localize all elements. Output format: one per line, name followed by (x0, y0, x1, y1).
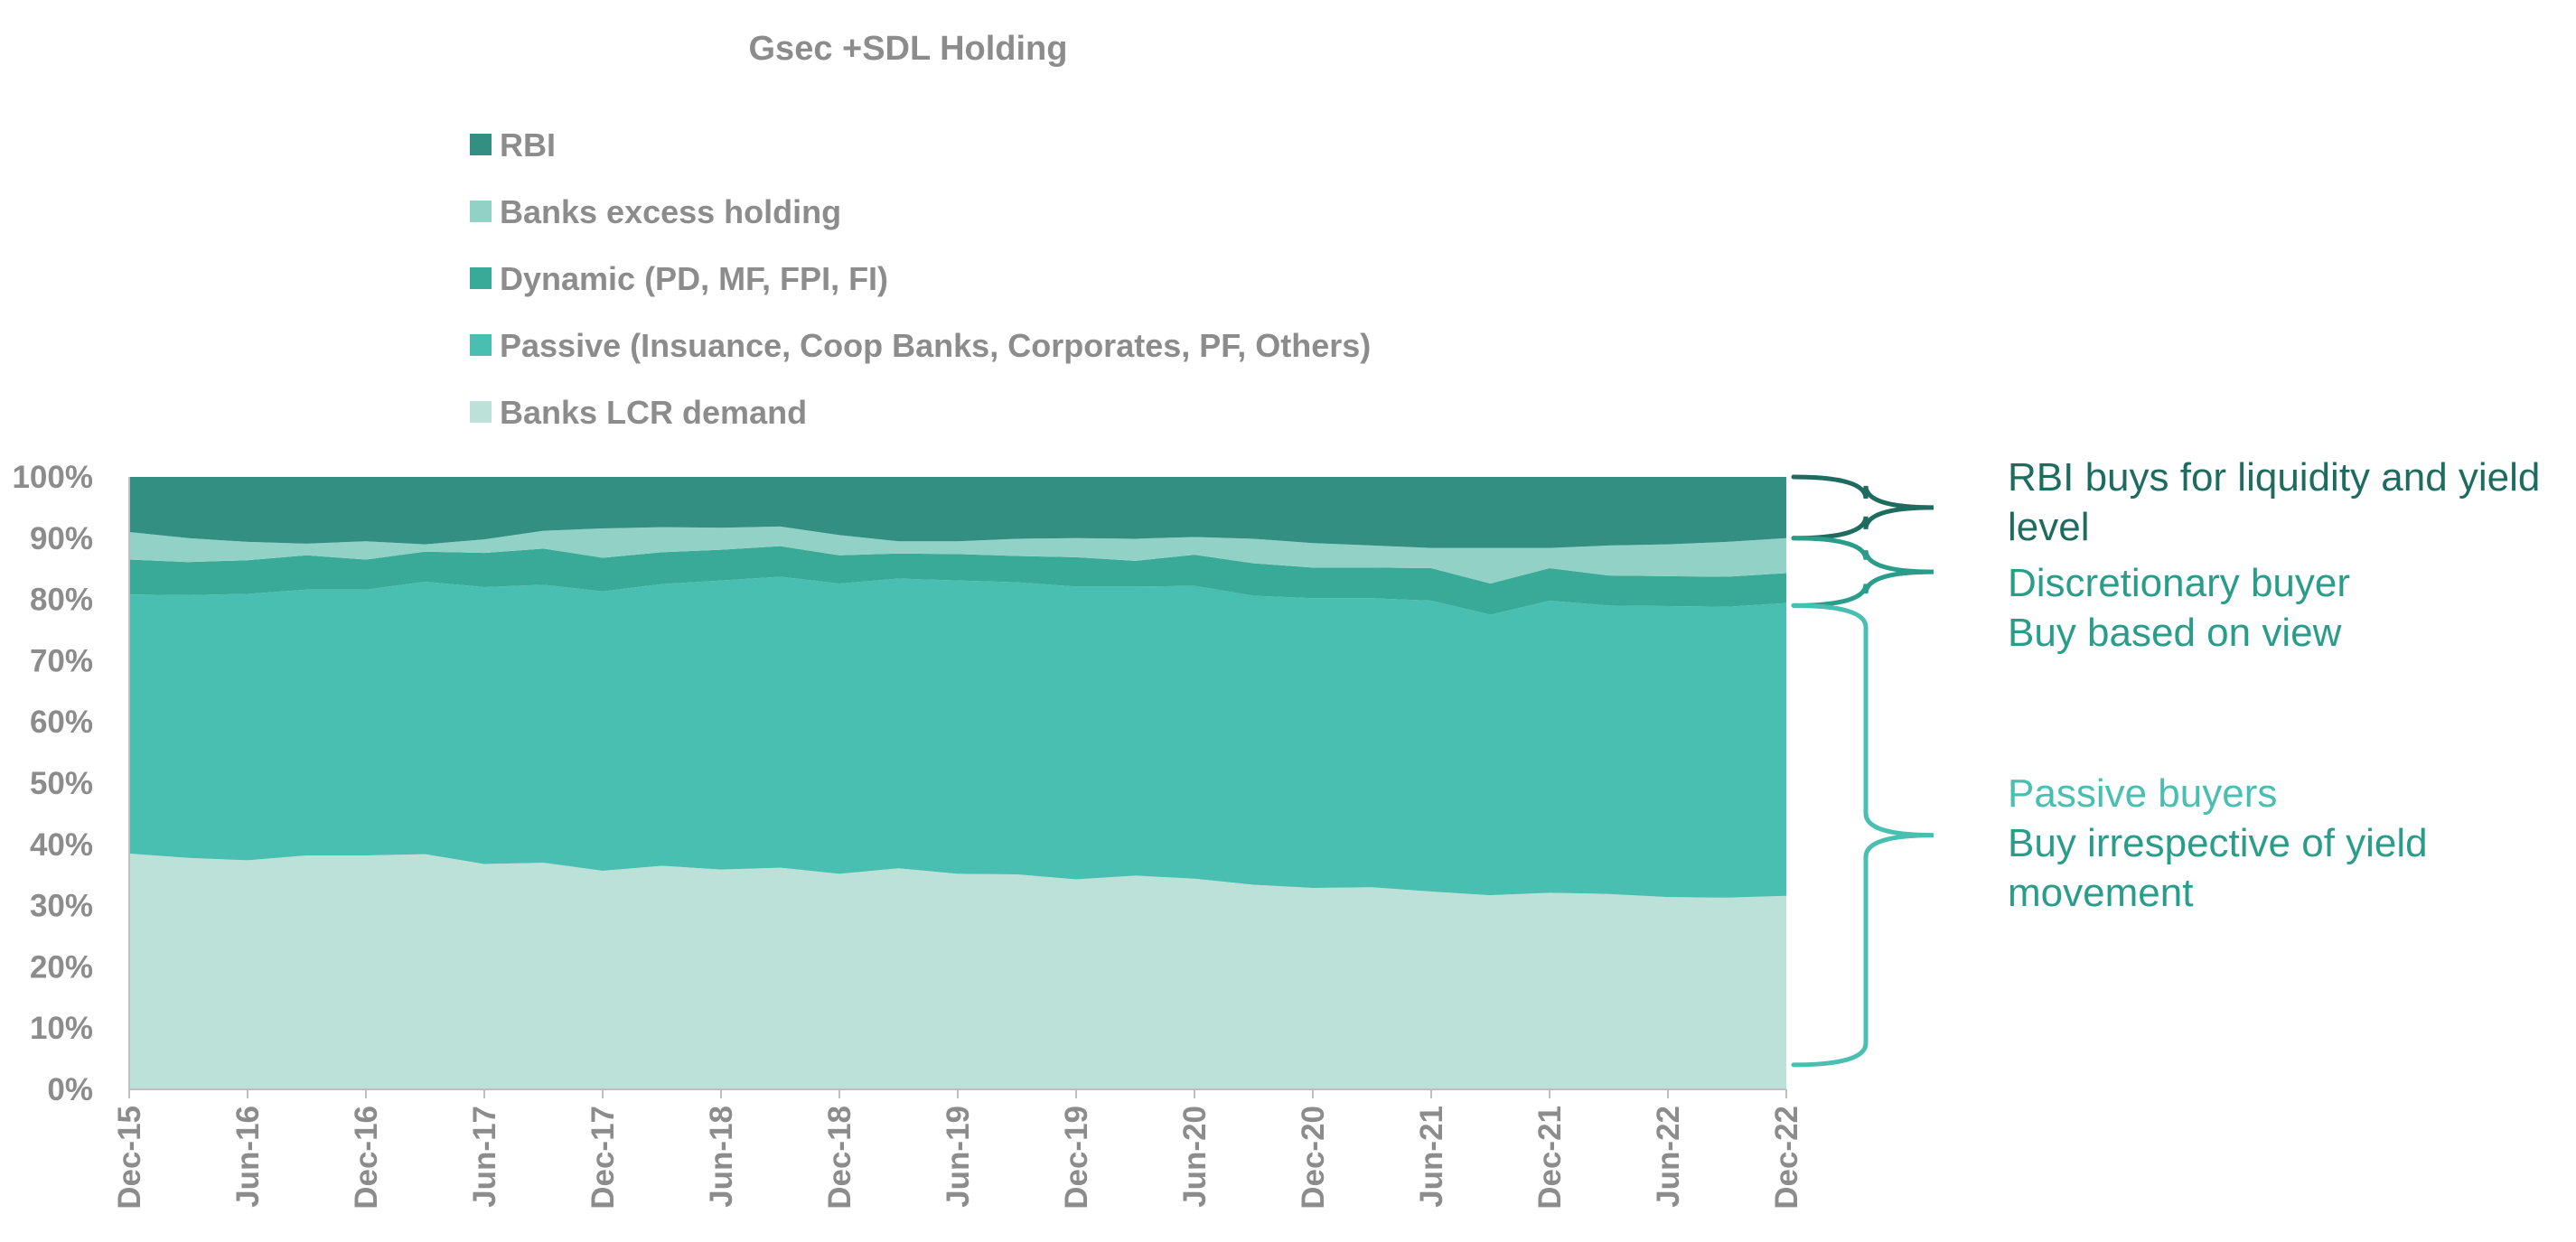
x-tick-label: Jun-20 (1177, 1106, 1213, 1208)
legend-swatch (470, 201, 492, 222)
legend-label: Banks LCR demand (500, 394, 807, 431)
brace-passive (1791, 602, 1934, 1068)
plot-areas (129, 477, 1786, 1089)
brace-rbi (1791, 474, 1934, 541)
annotation-rbi: level (2008, 505, 2090, 549)
y-tick-label: 0% (47, 1072, 93, 1107)
x-tick-label: Jun-18 (704, 1106, 739, 1208)
y-tick-label: 80% (30, 583, 93, 618)
area-banks-lcr-demand (129, 853, 1786, 1089)
chart-title: Gsec +SDL Holding (749, 30, 1068, 68)
annotation-dynamic: Buy based on view (2008, 611, 2342, 655)
x-tick-label: Dec-17 (585, 1106, 621, 1209)
y-tick-label: 20% (30, 949, 93, 985)
annotation-braces (1791, 474, 1934, 1068)
x-tick-label: Dec-22 (1769, 1106, 1804, 1209)
annotation-passive: Passive buyers (2008, 771, 2277, 816)
legend-swatch (470, 267, 492, 289)
x-tick-label: Dec-18 (822, 1106, 857, 1209)
x-tick-label: Dec-19 (1059, 1106, 1094, 1209)
legend-label: Dynamic (PD, MF, FPI, FI) (500, 260, 888, 297)
y-tick-label: 10% (30, 1011, 93, 1046)
y-tick-label: 50% (30, 766, 93, 801)
legend-label: RBI (500, 126, 556, 163)
area-dynamic-pd-mf-fpi-fi (129, 546, 1786, 615)
legend-swatch (470, 134, 492, 155)
annotation-passive-sub: movement (2008, 871, 2193, 915)
y-tick-label: 60% (30, 705, 93, 740)
annotation-rbi: RBI buys for liquidity and yield (2008, 455, 2540, 500)
area-rbi (129, 477, 1786, 548)
x-tick-label: Dec-16 (349, 1106, 384, 1209)
x-tick-label: Jun-17 (467, 1106, 502, 1208)
annotations: RBI buys for liquidity and yield level Dis… (2008, 455, 2540, 915)
annotation-dynamic: Discretionary buyer (2008, 561, 2350, 605)
area-passive-insuance-coop-banks-corporates-pf-others (129, 576, 1786, 898)
x-tick-label: Dec-15 (112, 1106, 147, 1209)
x-tick-label: Jun-22 (1651, 1106, 1686, 1208)
legend-swatch (470, 334, 492, 356)
x-tick-label: Dec-21 (1532, 1106, 1568, 1209)
y-axis-ticks: 0% 10% 20% 30% 40% 50% 60% 70% 80% 90% 100% (12, 460, 93, 1107)
legend-label: Banks excess holding (500, 193, 841, 230)
brace-dynamic (1791, 536, 1934, 608)
y-tick-label: 40% (30, 827, 93, 863)
legend-label: Passive (Insuance, Coop Banks, Corporate… (500, 327, 1371, 364)
x-axis-ticks: Dec-15 Jun-16 Dec-16 Jun-17 Dec-17 Jun-18 Dec-… (112, 1089, 1804, 1209)
y-tick-label: 100% (12, 460, 93, 495)
y-tick-label: 90% (30, 521, 93, 556)
x-tick-label: Jun-19 (941, 1106, 976, 1208)
annotation-passive-sub: Buy irrespective of yield (2008, 821, 2428, 865)
y-tick-label: 70% (30, 643, 93, 678)
x-tick-label: Jun-16 (230, 1106, 266, 1208)
x-tick-label: Jun-21 (1414, 1106, 1449, 1208)
legend-swatch (470, 401, 492, 423)
y-tick-label: 30% (30, 889, 93, 924)
legend: RBI Banks excess holding Dynamic (PD, MF, … (470, 126, 1371, 431)
x-tick-label: Dec-20 (1296, 1106, 1331, 1209)
area-banks-excess-holding (129, 526, 1786, 584)
